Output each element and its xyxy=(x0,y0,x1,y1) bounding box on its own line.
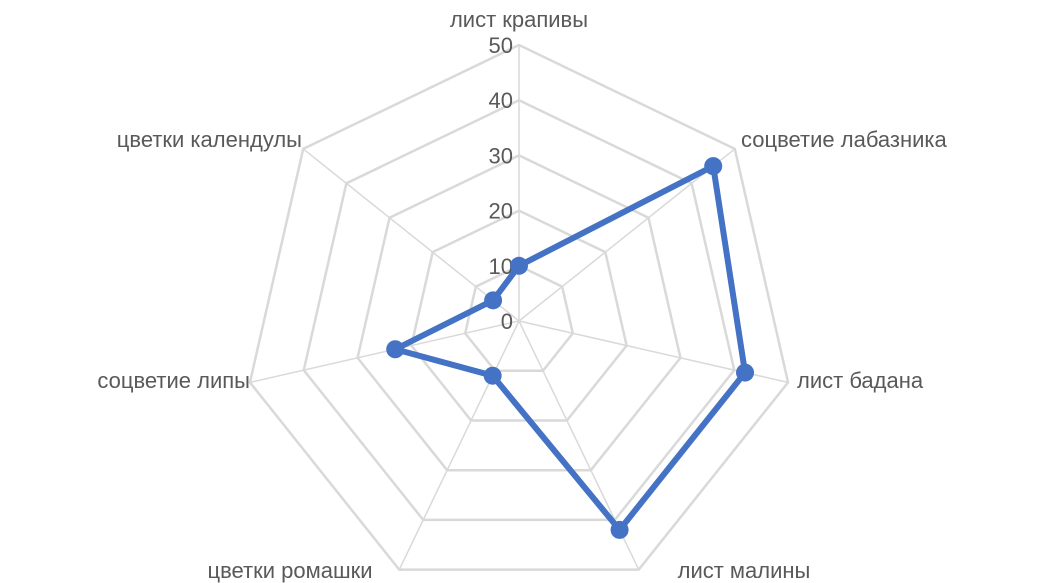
category-label: лист бадана xyxy=(797,368,924,393)
series-line xyxy=(392,163,749,533)
tick-label: 20 xyxy=(489,199,513,224)
data-point-6 xyxy=(386,340,405,359)
category-label: цветки ромашки xyxy=(207,558,372,583)
grid-ring-20 xyxy=(410,209,628,422)
series-layer xyxy=(386,157,755,539)
grid-ring-30 xyxy=(356,154,682,472)
category-labels: лист крапивы соцветие лабазника лист бадан… xyxy=(97,7,947,583)
grid-ring-50 xyxy=(248,43,790,571)
grid-ring-10 xyxy=(463,264,575,372)
category-label: лист крапивы xyxy=(450,7,588,32)
data-point-7 xyxy=(484,291,503,310)
data-point-4 xyxy=(610,520,629,539)
tick-label: 40 xyxy=(489,88,513,113)
axis-spoke xyxy=(518,148,736,322)
tick-label: 50 xyxy=(489,33,513,58)
data-point-2 xyxy=(704,157,723,176)
data-point-5 xyxy=(483,366,502,385)
tick-label: 0 xyxy=(501,309,513,334)
category-label: лист малины xyxy=(678,558,811,583)
category-label: соцветие лабазника xyxy=(741,127,948,152)
grid-layer xyxy=(248,43,790,571)
data-point-1 xyxy=(510,256,528,275)
category-label: соцветие липы xyxy=(97,368,250,393)
axis-spoke xyxy=(302,148,520,322)
tick-label: 30 xyxy=(489,143,513,168)
category-label: цветки календулы xyxy=(117,127,302,152)
data-point-3 xyxy=(736,363,755,382)
axis-spoke xyxy=(249,320,520,384)
axis-spoke xyxy=(398,320,520,570)
grid-ring-40 xyxy=(302,98,736,522)
